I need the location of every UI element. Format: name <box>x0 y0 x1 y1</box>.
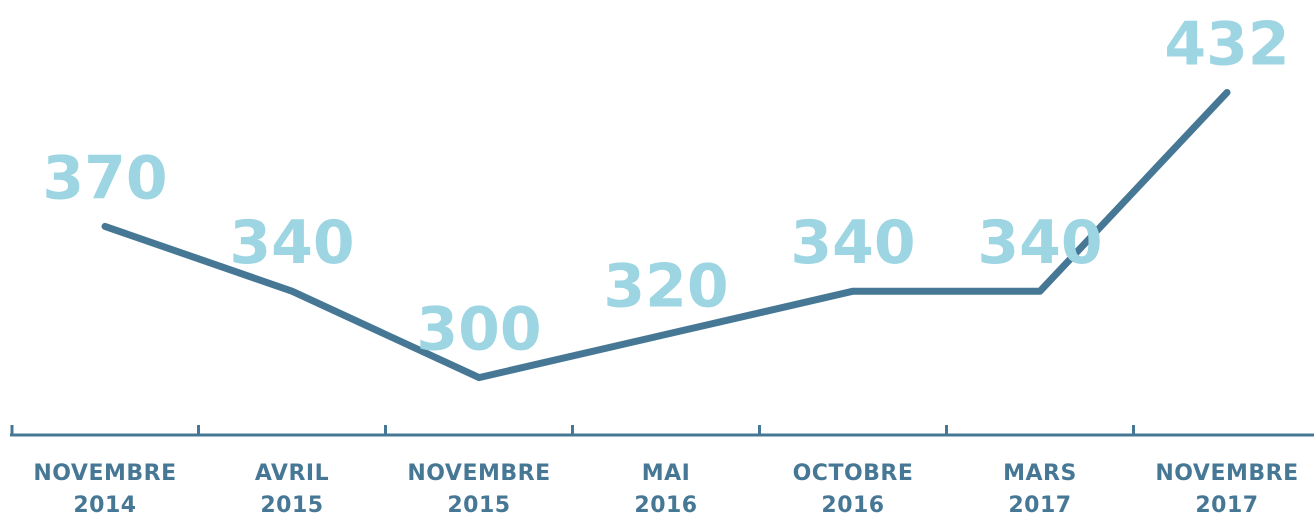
value-label: 300 <box>416 295 541 365</box>
x-tick-label: NOVEMBRE 2017 <box>1155 461 1299 518</box>
x-tick-label: MARS 2017 <box>1003 461 1077 518</box>
value-label: 432 <box>1164 9 1289 79</box>
value-label: 340 <box>229 208 354 278</box>
value-label: 320 <box>603 251 728 321</box>
x-tick-label: NOVEMBRE 2014 <box>33 461 177 518</box>
line <box>101 88 1231 382</box>
x-tick-label: AVRIL 2015 <box>254 461 330 518</box>
x-tick-label: NOVEMBRE 2015 <box>407 461 551 518</box>
value-label: 370 <box>42 143 167 213</box>
x-tick-label: MAI 2016 <box>634 461 698 518</box>
value-label: 340 <box>977 208 1102 278</box>
value-label: 340 <box>790 208 915 278</box>
x-tick-label: OCTOBRE 2016 <box>792 461 914 518</box>
